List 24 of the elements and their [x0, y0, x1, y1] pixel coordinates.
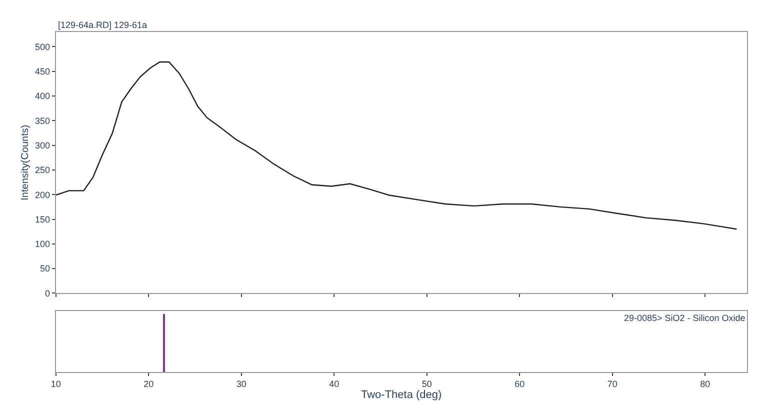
x-tick-label: 80	[700, 378, 710, 389]
x-tick-label: 50	[422, 378, 432, 389]
y-tick-label: 200	[35, 190, 50, 200]
x-tick-label: 60	[514, 378, 525, 389]
x-tick-label: 20	[144, 378, 154, 389]
y-tick-label: 350	[35, 116, 50, 126]
y-tick-label: 250	[35, 165, 50, 176]
annotation: 29-0085> SiO2 - Silicon Oxide	[624, 313, 746, 323]
y-axis-title: Intensity(Counts)	[20, 124, 32, 200]
y-tick-label: 300	[35, 140, 50, 150]
x-tick-label: 40	[329, 378, 340, 389]
y-tick-label: 50	[40, 264, 50, 274]
x-tick-label: 10	[50, 378, 61, 389]
y-tick-label: 400	[35, 91, 50, 102]
y-tick-label: 0	[45, 288, 50, 298]
x-tick-label: 70	[607, 378, 618, 389]
y-tick-label: 500	[35, 42, 50, 52]
y-tick-label: 100	[35, 239, 50, 250]
x-tick-label: 30	[236, 378, 246, 389]
x-axis-title: Two-Theta (deg)	[361, 389, 442, 401]
chart-title: [129-64a.RD] 129-61a	[58, 20, 148, 30]
line-series	[56, 61, 738, 230]
y-tick-label: 150	[35, 214, 50, 224]
y-tick-label: 450	[35, 66, 50, 76]
